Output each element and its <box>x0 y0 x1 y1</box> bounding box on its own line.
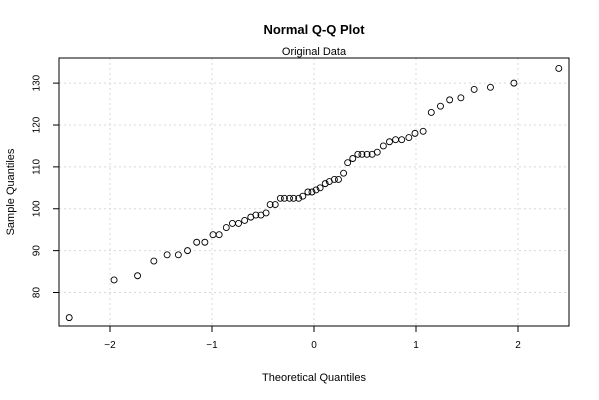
x-tick-label: −2 <box>104 340 116 351</box>
x-tick-label: 0 <box>311 340 317 351</box>
data-point <box>487 83 494 91</box>
data-point <box>241 217 249 224</box>
data-point <box>373 148 381 156</box>
x-axis-label: Theoretical Quantiles <box>262 372 366 384</box>
axis-ticks: −2 −1 0 1 2 80 90 100 110 120 130 <box>32 74 522 351</box>
data-point <box>228 219 236 227</box>
data-point <box>262 209 270 217</box>
data-point <box>379 142 387 150</box>
x-tick-label: 1 <box>413 340 419 351</box>
plot-frame <box>58 57 570 327</box>
y-tick-label: 130 <box>32 74 43 91</box>
data-point <box>457 94 465 102</box>
data-point <box>354 150 362 158</box>
data-point <box>330 175 338 183</box>
data-point <box>65 314 73 322</box>
data-point <box>405 134 413 142</box>
data-point <box>363 150 371 158</box>
x-tick-label: −1 <box>206 340 218 351</box>
data-point <box>308 188 316 196</box>
data-point <box>386 138 393 146</box>
data-point <box>163 251 171 259</box>
data-point <box>316 184 324 192</box>
data-point <box>235 219 242 227</box>
data-point <box>193 238 201 246</box>
data-point <box>510 79 518 87</box>
data-point <box>470 85 478 93</box>
y-tick-label: 100 <box>32 200 43 217</box>
data-point <box>201 238 209 246</box>
chart-title: Normal Q-Q Plot <box>263 22 365 37</box>
data-point <box>358 150 366 158</box>
data-point <box>437 102 444 110</box>
data-point <box>271 201 279 209</box>
data-point <box>134 272 141 280</box>
data-point <box>304 188 312 196</box>
data-point <box>110 276 118 284</box>
y-axis-label: Sample Quantiles <box>5 148 17 235</box>
x-tick-label: 2 <box>515 340 521 351</box>
data-point <box>321 180 329 188</box>
chart-subtitle: Original Data <box>282 46 347 58</box>
data-point <box>427 108 435 116</box>
data-point <box>209 231 217 239</box>
data-point <box>276 194 284 202</box>
data-point <box>150 257 158 265</box>
y-tick-label: 80 <box>32 287 43 299</box>
data-point <box>344 159 352 167</box>
data-point <box>299 192 307 200</box>
grid <box>59 58 569 326</box>
data-point <box>215 231 223 239</box>
data-point <box>174 251 182 259</box>
data-point <box>252 211 260 219</box>
data-point <box>446 96 454 104</box>
data-points <box>65 65 563 322</box>
data-point <box>340 169 348 177</box>
y-tick-label: 120 <box>32 116 43 133</box>
y-tick-label: 90 <box>32 245 43 257</box>
data-point <box>349 155 357 162</box>
data-point <box>295 194 303 202</box>
data-point <box>312 186 320 194</box>
data-point <box>266 201 274 209</box>
data-point <box>335 175 342 183</box>
data-point <box>419 127 427 135</box>
data-point <box>555 65 563 72</box>
data-point <box>280 194 288 202</box>
data-point <box>392 136 400 144</box>
data-point <box>222 224 230 232</box>
data-point <box>290 194 298 202</box>
data-point <box>286 194 293 202</box>
data-point <box>398 136 406 144</box>
data-point <box>411 129 419 137</box>
y-tick-label: 110 <box>32 158 43 174</box>
data-point <box>184 247 191 255</box>
